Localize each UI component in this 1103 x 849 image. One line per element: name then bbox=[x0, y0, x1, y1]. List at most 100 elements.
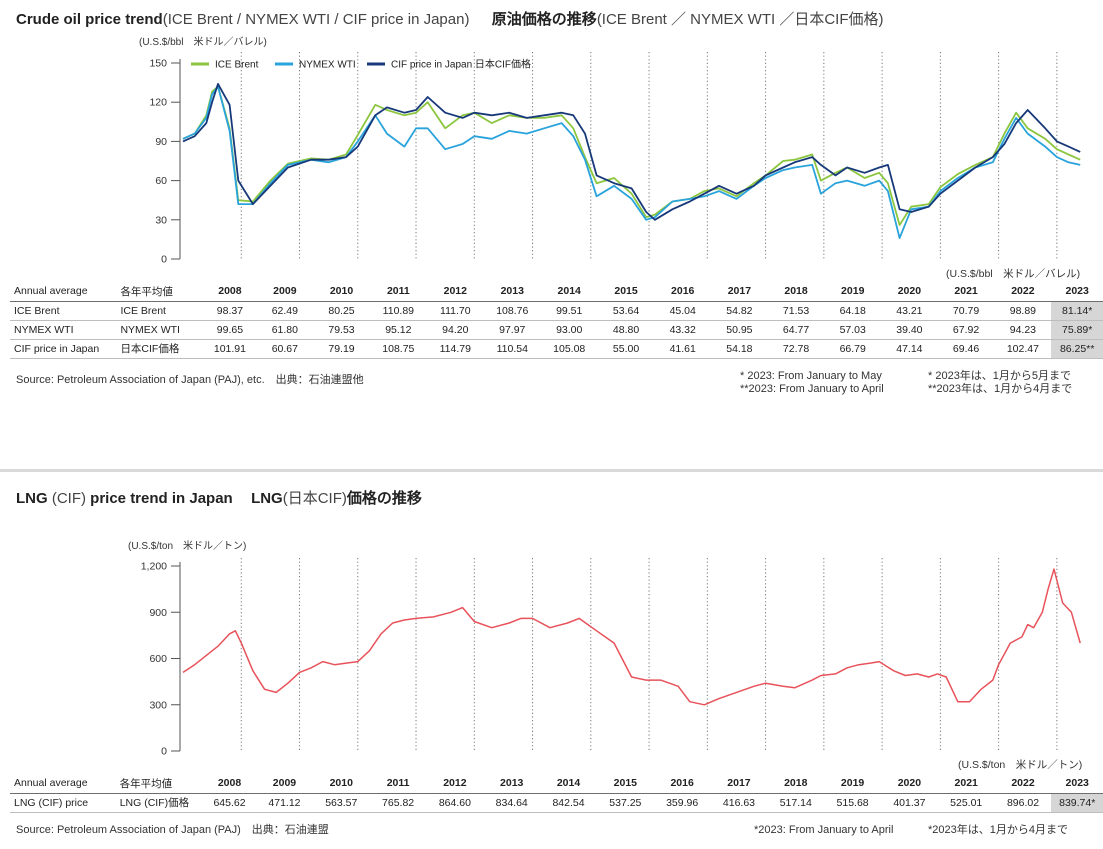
table-cell: 98.37 bbox=[203, 301, 257, 321]
y-tick-label: 30 bbox=[155, 214, 167, 226]
table-header-row: Annual average 各年平均値 2008 2009 2010 2011 2012 2… bbox=[10, 282, 1103, 302]
crude-note2-en: **2023: From January to April bbox=[740, 383, 884, 395]
year-header: 2016 bbox=[653, 774, 711, 794]
year-header: 2013 bbox=[483, 774, 541, 794]
crude-title-en-sub: (ICE Brent / NYMEX WTI / CIF price in Ja… bbox=[162, 11, 470, 28]
year-header: 2009 bbox=[256, 774, 313, 794]
table-cell: 101.91 bbox=[203, 339, 257, 359]
table-cell: 94.23 bbox=[994, 320, 1052, 340]
legend-label-0: ICE Brent bbox=[215, 60, 259, 71]
table-cell: 111.70 bbox=[426, 301, 484, 321]
table-cell: 102.47 bbox=[994, 339, 1052, 359]
table-cell: 537.25 bbox=[596, 793, 654, 813]
table-cell: 105.08 bbox=[540, 339, 598, 359]
year-header: 2017 bbox=[711, 282, 768, 302]
lng-annual-table: Annual average 各年平均値 2008 2009 2010 2011 2012 2… bbox=[10, 774, 1103, 813]
row-label-en: CIF price in Japan bbox=[10, 339, 113, 359]
table-cell: 53.64 bbox=[597, 301, 655, 321]
table-cell: 54.82 bbox=[711, 301, 768, 321]
row-label-jp: ICE Brent bbox=[112, 301, 204, 321]
table-cell: 110.89 bbox=[369, 301, 427, 321]
table-cell: 64.18 bbox=[824, 301, 882, 321]
row-label-jp: 日本CIF価格 bbox=[112, 339, 204, 359]
year-header: 2017 bbox=[710, 774, 768, 794]
year-header: 2020 bbox=[880, 774, 938, 794]
table-cell: 108.75 bbox=[369, 339, 427, 359]
row-label-jp: NYMEX WTI bbox=[112, 320, 204, 340]
y-tick-label: 600 bbox=[149, 653, 167, 665]
year-header: 2020 bbox=[881, 282, 938, 302]
table-cell: 94.20 bbox=[426, 320, 484, 340]
y-tick-label: 90 bbox=[155, 136, 167, 148]
table-cell: 50.95 bbox=[711, 320, 768, 340]
year-header: 2013 bbox=[483, 282, 541, 302]
header-label-en: Annual average bbox=[10, 282, 113, 302]
crude-title-jp-sub: (ICE Brent ／ NYMEX WTI ／日本CIF価格) bbox=[596, 11, 884, 28]
table-cell: 79.53 bbox=[313, 320, 370, 340]
y-tick-label: 0 bbox=[161, 746, 167, 758]
table-cell: 99.65 bbox=[203, 320, 257, 340]
table-cell: 110.54 bbox=[483, 339, 541, 359]
year-header: 2019 bbox=[824, 282, 882, 302]
y-tick-label: 300 bbox=[149, 699, 167, 711]
table-cell: 55.00 bbox=[597, 339, 655, 359]
crude-note-jp: * 2023年は、1月から5月まで **2023年は、1月から4月まで bbox=[928, 370, 1072, 396]
lng-title-jp: LNG bbox=[251, 490, 283, 507]
lng-title-jp-rest: 価格の推移 bbox=[346, 490, 422, 507]
year-header: 2023 bbox=[1051, 282, 1103, 302]
year-header: 2022 bbox=[994, 282, 1052, 302]
table-cell: 47.14 bbox=[881, 339, 938, 359]
section-divider bbox=[0, 469, 1103, 472]
table-cell: 79.19 bbox=[313, 339, 370, 359]
table-cell: 99.51 bbox=[540, 301, 598, 321]
table-cell: 41.61 bbox=[654, 339, 712, 359]
table-row: ICE Brent ICE Brent 98.37 62.49 80.25 110.89 1… bbox=[10, 301, 1103, 321]
table-cell: 69.46 bbox=[937, 339, 995, 359]
table-cell: 70.79 bbox=[937, 301, 995, 321]
year-header: 2018 bbox=[767, 282, 825, 302]
lng-title-en-sub: (CIF) bbox=[51, 490, 86, 507]
y-tick-label: 0 bbox=[161, 254, 167, 266]
table-cell: 72.78 bbox=[767, 339, 825, 359]
year-header: 2010 bbox=[313, 282, 370, 302]
series-line-0 bbox=[182, 85, 1081, 226]
crude-note1-en: * 2023: From January to May bbox=[740, 370, 882, 382]
year-header: 2014 bbox=[540, 774, 597, 794]
lng-title-jp-sub: (日本CIF) bbox=[282, 490, 347, 507]
year-header: 2023 bbox=[1051, 774, 1103, 794]
table-cell: 896.02 bbox=[994, 793, 1052, 813]
year-header: 2022 bbox=[994, 774, 1052, 794]
series-line-1 bbox=[182, 85, 1081, 240]
series-line-0 bbox=[182, 568, 1081, 706]
table-cell: 416.63 bbox=[710, 793, 768, 813]
table-cell: 43.21 bbox=[881, 301, 938, 321]
table-cell: 71.53 bbox=[767, 301, 825, 321]
y-tick-label: 150 bbox=[149, 58, 167, 70]
table-cell: 359.96 bbox=[653, 793, 711, 813]
table-header-row: Annual average 各年平均値 2008 2009 2010 2011 2012 2… bbox=[10, 774, 1103, 794]
table-cell: 57.03 bbox=[824, 320, 882, 340]
table-cell: 43.32 bbox=[654, 320, 712, 340]
year-header: 2012 bbox=[426, 282, 484, 302]
year-header: 2009 bbox=[256, 282, 314, 302]
lng-section-title: LNG (CIF) price trend in Japan LNG(日本CIF… bbox=[16, 487, 422, 508]
row-label-en: ICE Brent bbox=[10, 301, 113, 321]
lng-source: Source: Petroleum Association of Japan (… bbox=[16, 824, 329, 836]
legend-label-2: CIF price in Japan 日本CIF価格 bbox=[391, 58, 531, 71]
year-header: 2021 bbox=[937, 282, 995, 302]
table-cell: 401.37 bbox=[880, 793, 938, 813]
year-header: 2012 bbox=[426, 774, 484, 794]
table-cell: 515.68 bbox=[824, 793, 881, 813]
table-cell: 39.40 bbox=[881, 320, 938, 340]
crude-section-title: Crude oil price trend(ICE Brent / NYMEX … bbox=[16, 8, 884, 29]
row-label-en: LNG (CIF) price bbox=[10, 793, 112, 813]
table-cell: 60.67 bbox=[256, 339, 314, 359]
y-tick-label: 1,200 bbox=[141, 561, 167, 573]
table-cell: 834.64 bbox=[483, 793, 541, 813]
table-cell: 97.97 bbox=[483, 320, 541, 340]
table-cell: 98.89 bbox=[994, 301, 1052, 321]
series-line-2 bbox=[182, 83, 1081, 221]
table-row: NYMEX WTI NYMEX WTI 99.65 61.80 79.53 95.12 94… bbox=[10, 320, 1103, 340]
table-cell: 525.01 bbox=[937, 793, 995, 813]
table-row: LNG (CIF) price LNG (CIF)価格 645.62 471.12 56… bbox=[10, 793, 1103, 813]
